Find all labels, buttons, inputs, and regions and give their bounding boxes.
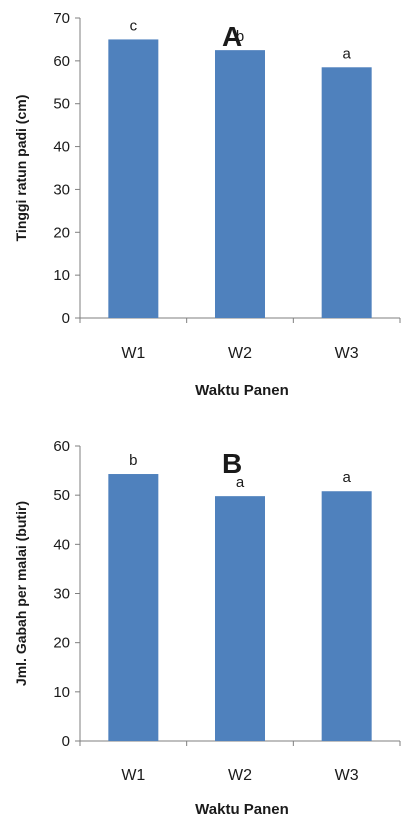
- y-tick-label: 40: [53, 139, 70, 156]
- y-tick-label: 10: [53, 684, 70, 701]
- y-tick-label: 10: [53, 267, 70, 284]
- significance-label: a: [342, 469, 351, 486]
- y-tick-label: 50: [53, 487, 70, 504]
- x-tick-label: W1: [121, 345, 145, 362]
- y-tick-label: 30: [53, 181, 70, 198]
- y-tick-label: 50: [53, 96, 70, 113]
- bar-w3: [321, 491, 372, 741]
- y-tick-label: 0: [62, 310, 70, 327]
- y-tick-label: 60: [53, 438, 70, 455]
- x-tick-label: W3: [335, 345, 359, 362]
- y-tick-label: 40: [53, 536, 70, 553]
- y-tick-label: 70: [53, 10, 70, 27]
- significance-label: b: [129, 452, 137, 469]
- bar-w3: [321, 67, 372, 319]
- significance-label: a: [236, 474, 245, 491]
- y-tick-label: 20: [53, 635, 70, 652]
- significance-label: b: [236, 28, 244, 45]
- x-axis-title: Waktu Panen: [195, 801, 289, 818]
- bar-w1: [108, 39, 159, 319]
- bar-w1: [108, 474, 159, 741]
- y-tick-label: 30: [53, 586, 70, 603]
- x-tick-label: W2: [228, 767, 252, 784]
- y-axis-title: Tinggi ratun padi (cm): [13, 95, 29, 242]
- chart-panel-a: 0 10 20 30 40 50 60 70 c W1 b W2 a W3 Waktu Panen Tingg…: [13, 10, 401, 399]
- chart-panel-b: 0 10 20 30 40 50 60 b W1 a W2 a W3 Waktu Panen Jml. Ga…: [13, 438, 401, 818]
- bar-w2: [215, 50, 265, 319]
- panel-label: B: [222, 448, 242, 479]
- x-tick-label: W2: [228, 345, 252, 362]
- x-axis-title: Waktu Panen: [195, 382, 289, 399]
- x-tick-label: W3: [335, 767, 359, 784]
- y-tick-label: 20: [53, 224, 70, 241]
- y-tick-label: 60: [53, 53, 70, 70]
- y-tick-label: 0: [62, 733, 70, 750]
- significance-label: c: [130, 17, 138, 34]
- x-tick-label: W1: [121, 767, 145, 784]
- bar-w2: [215, 496, 265, 741]
- significance-label: a: [342, 45, 351, 62]
- panel-label: A: [222, 21, 242, 52]
- y-axis-title: Jml. Gabah per malai (butir): [13, 501, 29, 686]
